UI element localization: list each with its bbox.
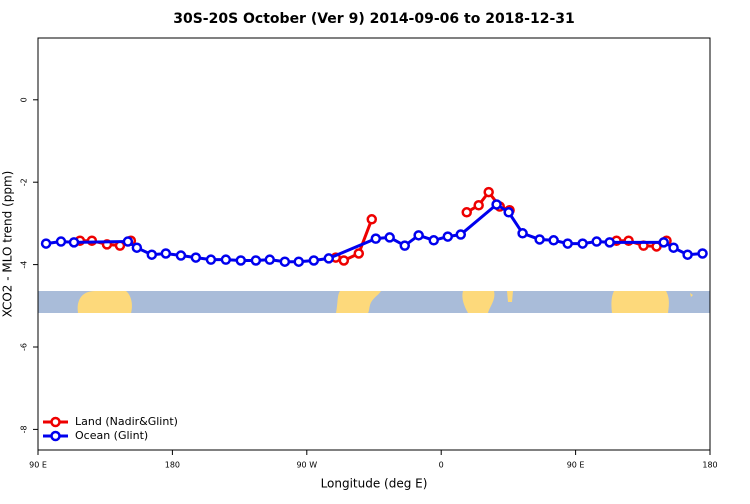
point: [682, 249, 693, 260]
point: [455, 229, 467, 240]
point: [146, 249, 158, 260]
point: [658, 237, 669, 248]
x-tick-label: 90 E: [567, 461, 585, 470]
point: [491, 199, 502, 210]
y-axis-label: XCO2 - MLO trend (ppm): [1, 171, 15, 318]
point: [534, 234, 545, 245]
legend-marker: [50, 430, 61, 442]
point: [697, 248, 708, 259]
y-tick-label: -8: [20, 425, 29, 433]
point: [370, 233, 382, 244]
point: [384, 232, 395, 243]
point: [442, 231, 454, 242]
point: [338, 255, 350, 266]
y-tick-label: -6: [20, 343, 29, 351]
point: [293, 256, 304, 267]
legend-label: Land (Nadir&Glint): [75, 415, 178, 428]
point: [483, 186, 494, 198]
point: [220, 254, 232, 265]
point: [604, 237, 615, 248]
legend-marker: [50, 416, 61, 428]
point: [517, 228, 528, 239]
point: [548, 235, 559, 246]
point: [68, 237, 80, 248]
point: [668, 242, 679, 253]
point: [503, 207, 514, 218]
point: [366, 214, 378, 225]
point: [308, 255, 320, 266]
point: [461, 207, 472, 218]
point: [399, 240, 411, 251]
point: [190, 252, 202, 263]
x-tick-label: 180: [702, 461, 717, 470]
x-axis-label: Longitude (deg E): [321, 477, 428, 491]
point: [40, 238, 52, 249]
legend-label: Ocean (Glint): [75, 429, 148, 442]
point: [264, 254, 276, 265]
point: [353, 248, 365, 259]
point: [205, 254, 217, 265]
point: [250, 255, 262, 266]
chart-title: 30S-20S October (Ver 9) 2014-09-06 to 20…: [173, 11, 575, 27]
point: [55, 236, 67, 247]
point: [428, 235, 439, 246]
point: [562, 238, 573, 249]
y-tick-label: 0: [20, 97, 29, 102]
point: [413, 230, 424, 241]
legend: Land (Nadir&Glint)Ocean (Glint): [43, 415, 178, 442]
y-tick-label: -2: [20, 178, 29, 186]
point: [591, 236, 602, 247]
x-tick-label: 90 E: [29, 461, 47, 470]
x-tick-label: 0: [439, 461, 444, 470]
point: [323, 253, 335, 264]
point: [122, 236, 134, 247]
point: [473, 200, 484, 211]
point: [577, 238, 588, 249]
y-tick-label: -4: [20, 261, 29, 269]
x-tick-label: 180: [165, 461, 180, 470]
point: [279, 256, 291, 267]
point: [160, 248, 172, 259]
plot-frame: [37, 37, 711, 451]
point: [235, 255, 247, 266]
point: [131, 242, 143, 253]
point: [175, 250, 187, 261]
map-strip: [38, 291, 710, 313]
x-tick-label: 90 W: [296, 461, 317, 470]
